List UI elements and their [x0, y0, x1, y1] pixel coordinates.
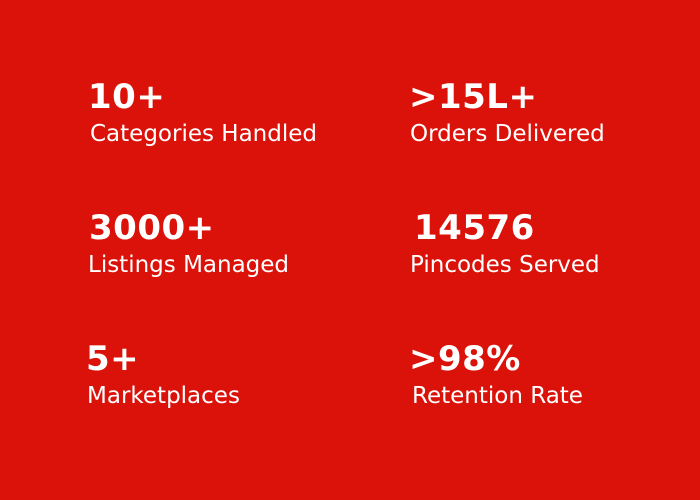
stat-label: Marketplaces [87, 383, 240, 409]
stat-value: >98% [409, 339, 521, 379]
stat-value: >15L+ [409, 77, 538, 117]
stat-value: 10+ [88, 77, 166, 117]
stat-marketplaces: 5+ Marketplaces [86, 339, 376, 411]
stat-orders-delivered: >15L+ Orders Delivered [409, 77, 699, 149]
stat-label: Categories Handled [90, 121, 317, 147]
stat-listings-managed: 3000+ Listings Managed [88, 208, 378, 280]
stat-value: 5+ [86, 339, 140, 379]
stat-value: 3000+ [89, 208, 215, 248]
stat-value: 14576 [414, 208, 535, 248]
stat-pincodes-served: 14576 Pincodes Served [410, 208, 700, 280]
stat-categories-handled: 10+ Categories Handled [88, 77, 378, 149]
stat-label: Pincodes Served [410, 252, 600, 278]
stat-label: Orders Delivered [410, 121, 605, 147]
stat-label: Retention Rate [412, 383, 583, 409]
stat-label: Listings Managed [88, 252, 290, 278]
stat-retention-rate: >98% Retention Rate [409, 339, 699, 411]
